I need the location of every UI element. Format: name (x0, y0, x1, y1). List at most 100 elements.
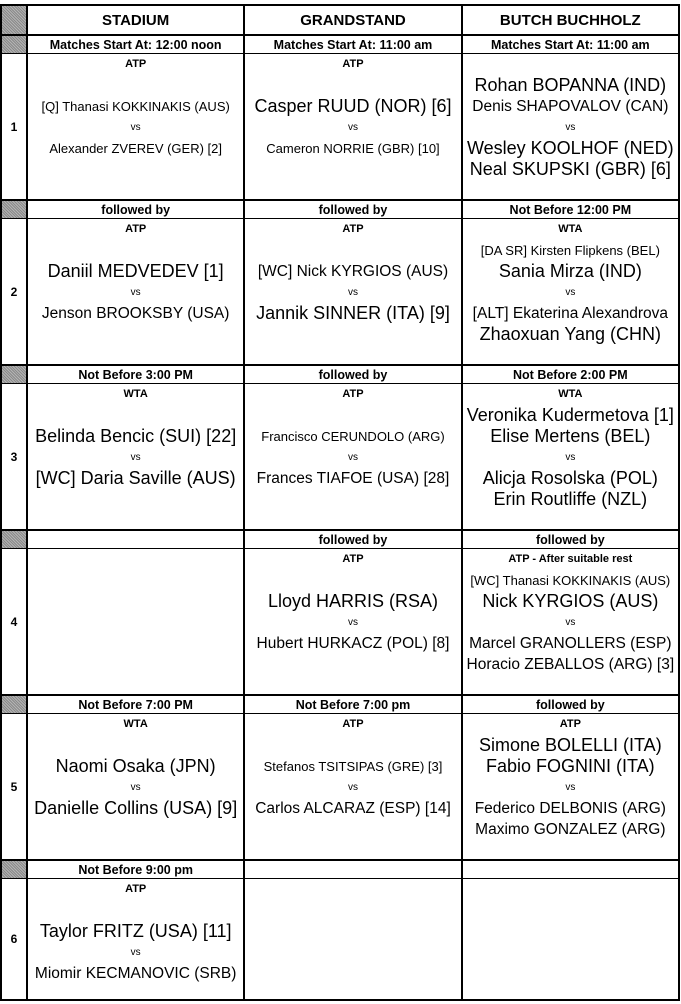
player-name: Federico DELBONIS (ARG) (474, 800, 666, 817)
tour-label: WTA (123, 718, 148, 730)
time-row: followed by followed by (0, 529, 681, 549)
tour-label: ATP (342, 553, 364, 565)
tour-label: WTA (123, 388, 148, 400)
match-number: 5 (0, 713, 28, 861)
player-name: Naomi Osaka (JPN) (55, 756, 216, 776)
start-time-label: Not Before 9:00 pm (25, 859, 246, 879)
start-time-label: followed by (243, 364, 463, 384)
match-cell: WTA [DA SR] Kirsten Flipkens (BEL) Sania M… (460, 218, 681, 366)
team-2: [ALT] Ekaterina Alexandrova Zhaoxuan Yang… (463, 303, 678, 345)
row-marker (0, 529, 28, 549)
player-name: Sania Mirza (IND) (498, 261, 642, 281)
tour-label (463, 54, 678, 74)
team-2: Cameron NORRIE (GBR) [10] (245, 138, 460, 159)
start-time-label: Not Before 12:00 PM (460, 199, 681, 219)
player-name: Daniil MEDVEDEV [1] (47, 261, 224, 281)
match-cell: ATP Daniil MEDVEDEV [1] vs Jenson BROOKSBY … (25, 218, 246, 366)
tour-label: ATP (125, 58, 147, 70)
start-time-label (25, 529, 246, 549)
player-name: Lloyd HARRIS (RSA) (267, 591, 439, 611)
team-2: [WC] Daria Saville (AUS) (28, 468, 243, 489)
team-1: Lloyd HARRIS (RSA) (245, 569, 460, 612)
player-name: Francisco CERUNDOLO (ARG) (261, 429, 445, 444)
start-time-label: Not Before 7:00 pm (243, 694, 463, 714)
player-name: [WC] Nick KYRGIOS (AUS) (257, 263, 449, 280)
match-number: 4 (0, 548, 28, 696)
court-header-row: STADIUM GRANDSTAND BUTCH BUCHHOLZ (0, 4, 681, 36)
player-name: Taylor FRITZ (USA) [11] (39, 921, 232, 941)
team-2: Danielle Collins (USA) [9] (28, 798, 243, 819)
team-1: Simone BOLELLI (ITA) Fabio FOGNINI (ITA) (463, 734, 678, 777)
team-2: Wesley KOOLHOF (NED) Neal SKUPSKI (GBR) [… (463, 138, 678, 180)
match-number: 1 (0, 53, 28, 201)
team-1: [WC] Thanasi KOKKINAKIS (AUS) Nick KYRGIO… (463, 569, 678, 612)
tour-label: WTA (558, 223, 583, 235)
row-marker (0, 364, 28, 384)
match-row: 1 ATP [Q] Thanasi KOKKINAKIS (AUS) vs Alexan… (0, 53, 681, 201)
start-time-label: Not Before 3:00 PM (25, 364, 246, 384)
vs-label: vs (565, 452, 576, 463)
tour-label: ATP (342, 718, 364, 730)
match-number: 6 (0, 878, 28, 1001)
start-time-label: Not Before 2:00 PM (460, 364, 681, 384)
player-name: Frances TIAFOE (USA) [28] (256, 470, 450, 487)
player-name: Alicja Rosolska (POL) (482, 468, 658, 488)
vs-label: vs (347, 782, 358, 793)
player-name: Jannik SINNER (ITA) [9] (256, 303, 450, 323)
match-row: 2 ATP Daniil MEDVEDEV [1] vs Jenson BROOKSBY… (0, 218, 681, 366)
match-cell: ATP Lloyd HARRIS (RSA) vs Hubert HURKACZ (P… (243, 548, 463, 696)
team-1: Rohan BOPANNA (IND) Denis SHAPOVALOV (CAN… (463, 74, 678, 117)
player-name: Nick KYRGIOS (AUS) (482, 591, 659, 611)
match-cell: ATP [WC] Nick KYRGIOS (AUS) vs Jannik SINNE… (243, 218, 463, 366)
player-name: Jenson BROOKSBY (USA) (41, 305, 230, 322)
vs-label: vs (130, 947, 141, 958)
time-row: Matches Start At: 12:00 noon Matches Star… (0, 34, 681, 54)
team-2: Federico DELBONIS (ARG) Maximo GONZALEZ (… (463, 798, 678, 840)
vs-label: vs (565, 617, 576, 628)
player-name: Carlos ALCARAZ (ESP) [14] (255, 800, 451, 817)
vs-label: vs (130, 287, 141, 298)
vs-label: vs (565, 122, 576, 133)
team-2: Alicja Rosolska (POL) Erin Routliffe (NZL… (463, 468, 678, 510)
player-name: Miomir KECMANOVIC (SRB) (34, 965, 237, 982)
corner-cell (0, 4, 28, 36)
match-cell: ATP Casper RUUD (NOR) [6] vs Cameron NORRIE… (243, 53, 463, 201)
row-marker (0, 859, 28, 879)
player-name: Marcel GRANOLLERS (ESP) (469, 635, 672, 652)
team-1: Belinda Bencic (SUI) [22] (28, 404, 243, 447)
match-cell (243, 878, 463, 1001)
tour-label: ATP (342, 388, 364, 400)
court-stadium: STADIUM (25, 4, 246, 36)
match-number: 3 (0, 383, 28, 531)
start-time-label: Matches Start At: 12:00 noon (25, 34, 246, 54)
tour-label: ATP (125, 223, 147, 235)
player-name: Horacio ZEBALLOS (ARG) [3] (466, 656, 675, 673)
match-row: 5 WTA Naomi Osaka (JPN) vs Danielle Collins … (0, 713, 681, 861)
match-cell: WTA Veronika Kudermetova [1] Elise Mertens… (460, 383, 681, 531)
start-time-label: followed by (243, 199, 463, 219)
match-cell: WTA Naomi Osaka (JPN) vs Danielle Collins (… (25, 713, 246, 861)
player-name: Fabio FOGNINI (ITA) (485, 756, 655, 776)
vs-label: vs (565, 287, 576, 298)
player-name: Wesley KOOLHOF (NED) (466, 138, 674, 158)
vs-label: vs (347, 122, 358, 133)
player-name: Cameron NORRIE (GBR) [10] (266, 141, 440, 156)
start-time-label (460, 859, 681, 879)
time-row: Not Before 3:00 PM followed by Not Before … (0, 364, 681, 384)
vs-label: vs (130, 452, 141, 463)
court-butch-buchholz: BUTCH BUCHHOLZ (460, 4, 681, 36)
team-2: Jenson BROOKSBY (USA) (28, 303, 243, 324)
match-number: 2 (0, 218, 28, 366)
start-time-label: Not Before 7:00 PM (25, 694, 246, 714)
match-row: 4 ATP Lloyd HARRIS (RSA) vs Hubert HURKACZ (… (0, 548, 681, 696)
match-cell: ATP Francisco CERUNDOLO (ARG) vs Frances TI… (243, 383, 463, 531)
team-1: Stefanos TSITSIPAS (GRE) [3] (245, 734, 460, 777)
match-cell: WTA Belinda Bencic (SUI) [22] vs [WC] Daria… (25, 383, 246, 531)
player-name: Rohan BOPANNA (IND) (474, 75, 667, 95)
vs-label: vs (565, 782, 576, 793)
team-1: Veronika Kudermetova [1] Elise Mertens (B… (463, 404, 678, 447)
match-cell: ATP [Q] Thanasi KOKKINAKIS (AUS) vs Alexand… (25, 53, 246, 201)
match-cell (25, 548, 246, 696)
player-name: Hubert HURKACZ (POL) [8] (256, 635, 450, 652)
tour-label: ATP (559, 718, 581, 730)
